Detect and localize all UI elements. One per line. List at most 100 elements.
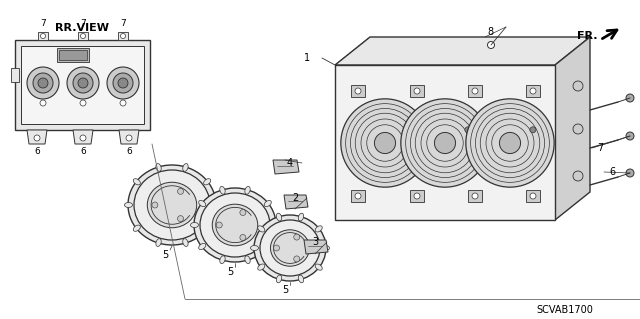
Circle shape	[530, 88, 536, 94]
Circle shape	[40, 33, 45, 39]
Circle shape	[126, 135, 132, 141]
Text: SCVAB1700: SCVAB1700	[536, 305, 593, 315]
Ellipse shape	[147, 182, 196, 228]
Circle shape	[40, 100, 46, 106]
Ellipse shape	[271, 230, 310, 266]
Text: 1: 1	[304, 53, 310, 63]
Circle shape	[67, 67, 99, 99]
Ellipse shape	[204, 225, 211, 231]
Text: 6: 6	[126, 147, 132, 157]
Circle shape	[118, 78, 128, 88]
Polygon shape	[555, 37, 590, 220]
Ellipse shape	[220, 256, 225, 263]
Circle shape	[240, 234, 246, 241]
Ellipse shape	[245, 186, 250, 194]
Circle shape	[466, 99, 554, 187]
Bar	[78, 32, 88, 40]
Polygon shape	[27, 130, 47, 144]
Circle shape	[73, 73, 93, 93]
Circle shape	[33, 73, 53, 93]
Bar	[468, 190, 482, 202]
Text: 6: 6	[609, 167, 615, 177]
Bar	[351, 85, 365, 97]
Ellipse shape	[258, 264, 265, 270]
Ellipse shape	[194, 188, 276, 262]
Ellipse shape	[125, 203, 132, 207]
Ellipse shape	[276, 213, 282, 221]
Ellipse shape	[128, 165, 216, 245]
Circle shape	[294, 256, 300, 262]
Bar	[410, 85, 424, 97]
Text: RR.VIEW: RR.VIEW	[55, 23, 109, 33]
Bar	[11, 68, 19, 82]
Ellipse shape	[191, 222, 198, 227]
Polygon shape	[284, 195, 308, 209]
Text: 7: 7	[40, 19, 46, 28]
Ellipse shape	[271, 222, 280, 227]
Circle shape	[34, 135, 40, 141]
Circle shape	[414, 88, 420, 94]
Text: 4: 4	[287, 158, 293, 168]
Circle shape	[38, 78, 48, 88]
Bar	[410, 190, 424, 202]
Ellipse shape	[133, 179, 140, 185]
Text: 6: 6	[80, 147, 86, 157]
Circle shape	[530, 193, 536, 199]
Text: 7: 7	[80, 19, 86, 28]
Text: 5: 5	[282, 285, 288, 295]
Ellipse shape	[315, 226, 323, 232]
Circle shape	[374, 132, 396, 153]
Ellipse shape	[183, 164, 188, 171]
Bar	[57, 48, 89, 62]
Ellipse shape	[198, 243, 206, 249]
Circle shape	[488, 41, 495, 48]
Text: 2: 2	[292, 193, 298, 203]
Ellipse shape	[264, 200, 271, 207]
Bar	[118, 32, 128, 40]
Bar	[526, 85, 540, 97]
Bar	[21, 46, 144, 124]
Circle shape	[273, 245, 280, 251]
Circle shape	[341, 99, 429, 187]
Circle shape	[573, 81, 583, 91]
Ellipse shape	[200, 193, 270, 257]
Bar	[59, 50, 87, 60]
Ellipse shape	[260, 220, 320, 276]
Ellipse shape	[198, 200, 206, 207]
Ellipse shape	[183, 239, 188, 247]
Text: FR.: FR.	[577, 31, 597, 41]
Circle shape	[355, 193, 361, 199]
Ellipse shape	[254, 215, 326, 281]
Circle shape	[499, 132, 520, 153]
Polygon shape	[73, 130, 93, 144]
Ellipse shape	[212, 204, 258, 246]
Ellipse shape	[264, 243, 271, 249]
Ellipse shape	[211, 203, 220, 207]
Polygon shape	[15, 40, 150, 130]
Polygon shape	[119, 130, 139, 144]
Circle shape	[216, 222, 222, 228]
Circle shape	[465, 127, 471, 133]
Circle shape	[177, 216, 184, 222]
Circle shape	[626, 132, 634, 140]
Polygon shape	[335, 65, 555, 220]
Bar	[526, 190, 540, 202]
Circle shape	[120, 100, 126, 106]
Polygon shape	[304, 240, 328, 254]
Circle shape	[573, 124, 583, 134]
Ellipse shape	[156, 239, 161, 247]
Text: 7: 7	[597, 143, 603, 153]
Ellipse shape	[250, 246, 259, 250]
Bar	[468, 85, 482, 97]
Ellipse shape	[321, 246, 330, 250]
Circle shape	[405, 127, 411, 133]
Circle shape	[152, 202, 158, 208]
Ellipse shape	[220, 186, 225, 194]
Ellipse shape	[298, 213, 303, 221]
Circle shape	[401, 99, 489, 187]
Ellipse shape	[315, 264, 323, 270]
Text: 7: 7	[120, 19, 126, 28]
Text: 3: 3	[312, 237, 318, 247]
Circle shape	[80, 135, 86, 141]
Ellipse shape	[204, 179, 211, 185]
